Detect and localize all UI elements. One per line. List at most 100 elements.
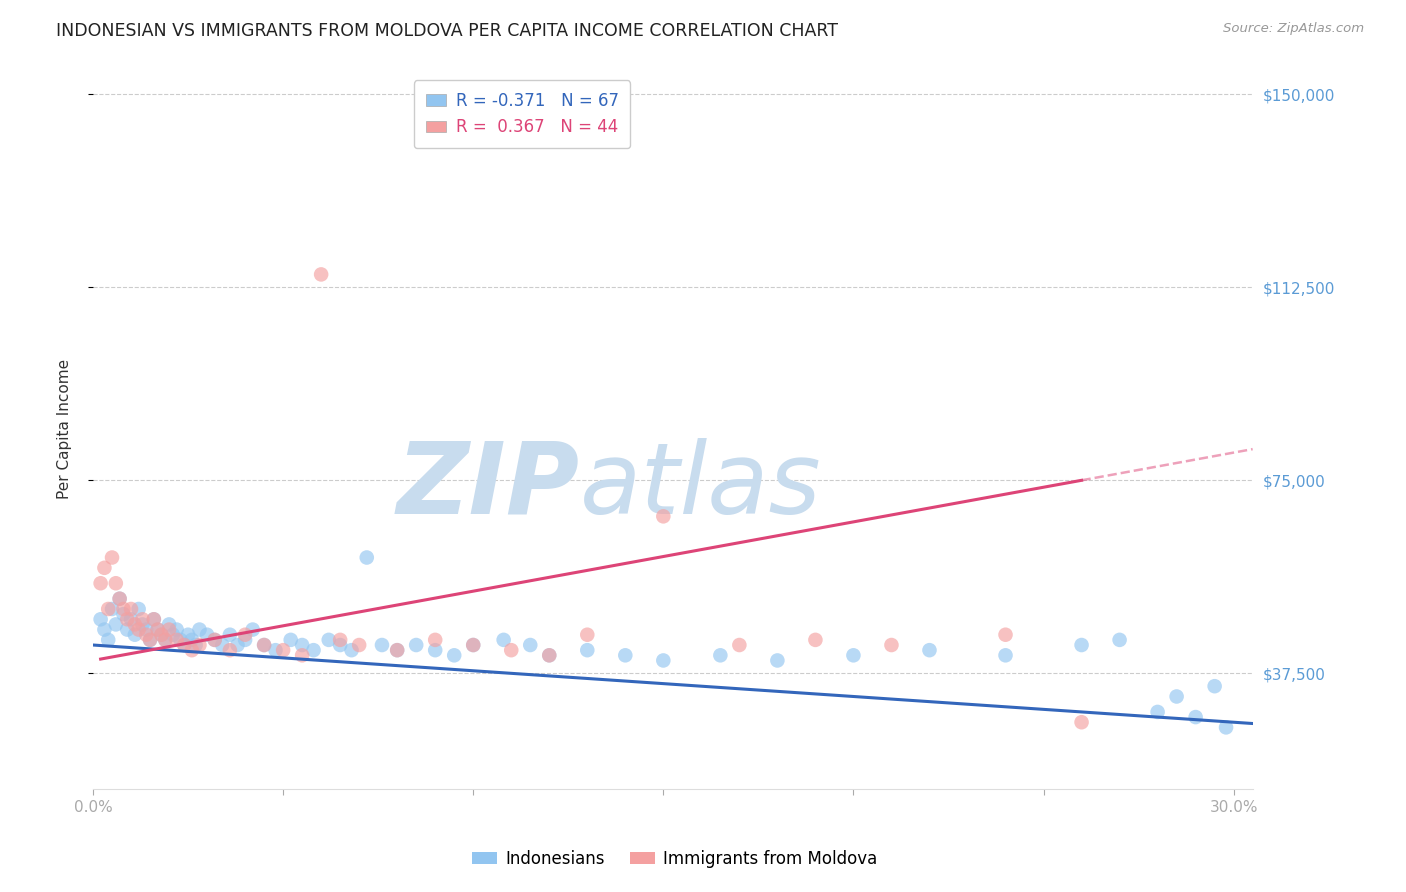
Point <box>120 602 142 616</box>
Point <box>576 643 599 657</box>
Point <box>97 602 120 616</box>
Point <box>115 612 138 626</box>
Point <box>1215 720 1237 734</box>
Point <box>146 623 169 637</box>
Point <box>1070 715 1092 730</box>
Point <box>108 591 131 606</box>
Point <box>880 638 903 652</box>
Point <box>405 638 427 652</box>
Point <box>173 638 195 652</box>
Point <box>1070 638 1092 652</box>
Point <box>492 632 515 647</box>
Point <box>204 632 226 647</box>
Point <box>329 632 352 647</box>
Point <box>463 638 485 652</box>
Point <box>804 632 827 647</box>
Point <box>443 648 465 663</box>
Point <box>150 628 173 642</box>
Point <box>157 623 180 637</box>
Point <box>173 638 195 652</box>
Point <box>128 623 150 637</box>
Point <box>169 632 191 647</box>
Point <box>101 550 124 565</box>
Point <box>139 632 162 647</box>
Point <box>146 623 169 637</box>
Point <box>709 648 731 663</box>
Text: ZIP: ZIP <box>396 438 581 535</box>
Point <box>211 638 233 652</box>
Point <box>291 648 314 663</box>
Point <box>180 643 202 657</box>
Point <box>538 648 561 663</box>
Point <box>1166 690 1188 704</box>
Point <box>652 509 675 524</box>
Point <box>371 638 394 652</box>
Point <box>309 268 332 282</box>
Point <box>115 623 138 637</box>
Point <box>135 628 157 642</box>
Point <box>1108 632 1130 647</box>
Point <box>131 617 153 632</box>
Point <box>93 623 115 637</box>
Point <box>356 550 378 565</box>
Point <box>90 576 112 591</box>
Point <box>180 632 202 647</box>
Point <box>425 643 447 657</box>
Point <box>766 653 789 667</box>
Point <box>233 632 256 647</box>
Point <box>131 612 153 626</box>
Point <box>233 628 256 642</box>
Point <box>101 602 124 616</box>
Point <box>204 632 226 647</box>
Point <box>652 653 675 667</box>
Point <box>385 643 408 657</box>
Point <box>104 617 127 632</box>
Point <box>501 643 523 657</box>
Point <box>538 648 561 663</box>
Point <box>253 638 276 652</box>
Point <box>242 623 264 637</box>
Point <box>385 643 408 657</box>
Point <box>842 648 865 663</box>
Point <box>340 643 363 657</box>
Point <box>188 623 211 637</box>
Point <box>728 638 751 652</box>
Legend: R = -0.371   N = 67, R =  0.367   N = 44: R = -0.371 N = 67, R = 0.367 N = 44 <box>413 80 630 148</box>
Point <box>155 632 177 647</box>
Point <box>219 628 242 642</box>
Point <box>918 643 941 657</box>
Point <box>150 628 173 642</box>
Point <box>280 632 302 647</box>
Point <box>162 628 184 642</box>
Point <box>142 612 165 626</box>
Point <box>425 632 447 647</box>
Point <box>112 607 135 621</box>
Point <box>994 628 1017 642</box>
Point <box>97 632 120 647</box>
Point <box>302 643 325 657</box>
Point <box>90 612 112 626</box>
Point <box>124 617 146 632</box>
Y-axis label: Per Capita Income: Per Capita Income <box>58 359 72 499</box>
Point <box>994 648 1017 663</box>
Point <box>463 638 485 652</box>
Point <box>614 648 637 663</box>
Text: Source: ZipAtlas.com: Source: ZipAtlas.com <box>1223 22 1364 36</box>
Point <box>120 612 142 626</box>
Text: atlas: atlas <box>581 438 821 535</box>
Point <box>155 632 177 647</box>
Point <box>128 602 150 616</box>
Point <box>329 638 352 652</box>
Point <box>264 643 287 657</box>
Point <box>104 576 127 591</box>
Point <box>576 628 599 642</box>
Point <box>1184 710 1206 724</box>
Point <box>1204 679 1226 693</box>
Point <box>139 632 162 647</box>
Point <box>291 638 314 652</box>
Point <box>135 623 157 637</box>
Legend: Indonesians, Immigrants from Moldova: Indonesians, Immigrants from Moldova <box>465 844 884 875</box>
Point <box>226 638 249 652</box>
Point <box>195 628 218 642</box>
Point <box>112 602 135 616</box>
